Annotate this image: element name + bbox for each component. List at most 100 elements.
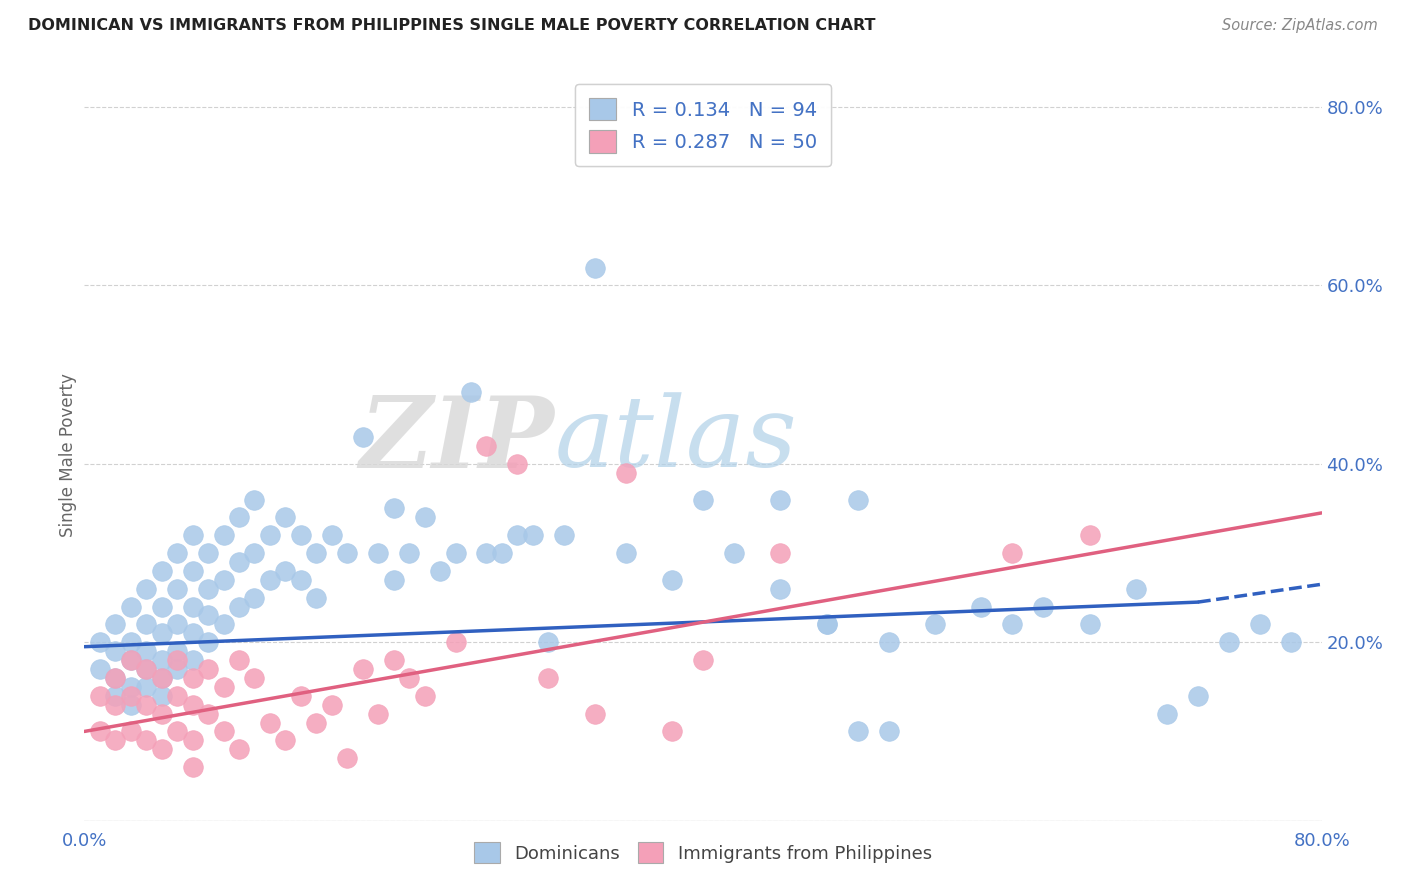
Point (120, 653, 142, 667)
Point (1125, 582, 1147, 596)
Point (104, 617, 127, 632)
Point (1187, 689, 1209, 703)
Point (243, 671, 266, 685)
Point (305, 715, 328, 730)
Point (135, 644, 157, 658)
Point (475, 546, 498, 560)
Point (228, 599, 250, 614)
Point (135, 733, 157, 747)
Point (367, 546, 389, 560)
Point (104, 671, 127, 685)
Point (692, 492, 714, 507)
Point (135, 698, 157, 712)
Legend: Dominicans, Immigrants from Philippines: Dominicans, Immigrants from Philippines (464, 831, 942, 874)
Point (150, 671, 173, 685)
Point (398, 671, 420, 685)
Point (274, 510, 297, 524)
Point (181, 760, 204, 774)
Point (166, 689, 188, 703)
Point (212, 617, 235, 632)
Point (1279, 635, 1302, 649)
Point (197, 662, 219, 676)
Point (537, 635, 560, 649)
Point (321, 698, 343, 712)
Point (104, 698, 127, 712)
Point (135, 662, 157, 676)
Point (197, 706, 219, 721)
Point (1249, 617, 1271, 632)
Point (89, 635, 111, 649)
Point (924, 617, 946, 632)
Point (181, 599, 204, 614)
Point (522, 528, 544, 542)
Point (166, 662, 188, 676)
Point (352, 662, 374, 676)
Point (150, 626, 173, 640)
Point (120, 680, 142, 694)
Point (723, 546, 745, 560)
Point (181, 528, 204, 542)
Point (1001, 546, 1024, 560)
Point (661, 573, 683, 587)
Point (506, 528, 529, 542)
Point (150, 742, 173, 756)
Point (877, 635, 900, 649)
Point (120, 689, 142, 703)
Point (382, 501, 405, 516)
Point (259, 528, 281, 542)
Point (135, 617, 157, 632)
Point (1078, 617, 1101, 632)
Point (290, 573, 312, 587)
Point (212, 680, 235, 694)
Point (769, 546, 792, 560)
Point (769, 582, 792, 596)
Point (197, 635, 219, 649)
Point (166, 644, 188, 658)
Point (614, 466, 637, 480)
Point (228, 742, 250, 756)
Point (1001, 617, 1024, 632)
Point (970, 599, 993, 614)
Point (89, 662, 111, 676)
Point (475, 439, 498, 453)
Point (290, 689, 312, 703)
Point (1032, 599, 1054, 614)
Point (181, 626, 204, 640)
Point (212, 528, 235, 542)
Point (429, 564, 451, 578)
Point (150, 671, 173, 685)
Point (367, 706, 389, 721)
Point (305, 591, 328, 605)
Point (321, 528, 343, 542)
Point (120, 724, 142, 739)
Point (150, 599, 173, 614)
Point (166, 546, 188, 560)
Point (692, 653, 714, 667)
Point (583, 706, 606, 721)
Point (166, 617, 188, 632)
Point (104, 689, 127, 703)
Point (181, 698, 204, 712)
Point (197, 546, 219, 560)
Point (846, 724, 869, 739)
Point (181, 564, 204, 578)
Text: atlas: atlas (554, 392, 797, 488)
Point (382, 573, 405, 587)
Point (197, 582, 219, 596)
Point (290, 528, 312, 542)
Point (877, 724, 900, 739)
Point (166, 582, 188, 596)
Point (135, 662, 157, 676)
Point (413, 510, 436, 524)
Point (89, 724, 111, 739)
Point (537, 671, 560, 685)
Point (150, 689, 173, 703)
Point (150, 653, 173, 667)
Point (181, 733, 204, 747)
Point (120, 653, 142, 667)
Point (846, 492, 869, 507)
Point (135, 582, 157, 596)
Point (228, 510, 250, 524)
Point (444, 546, 467, 560)
Point (104, 644, 127, 658)
